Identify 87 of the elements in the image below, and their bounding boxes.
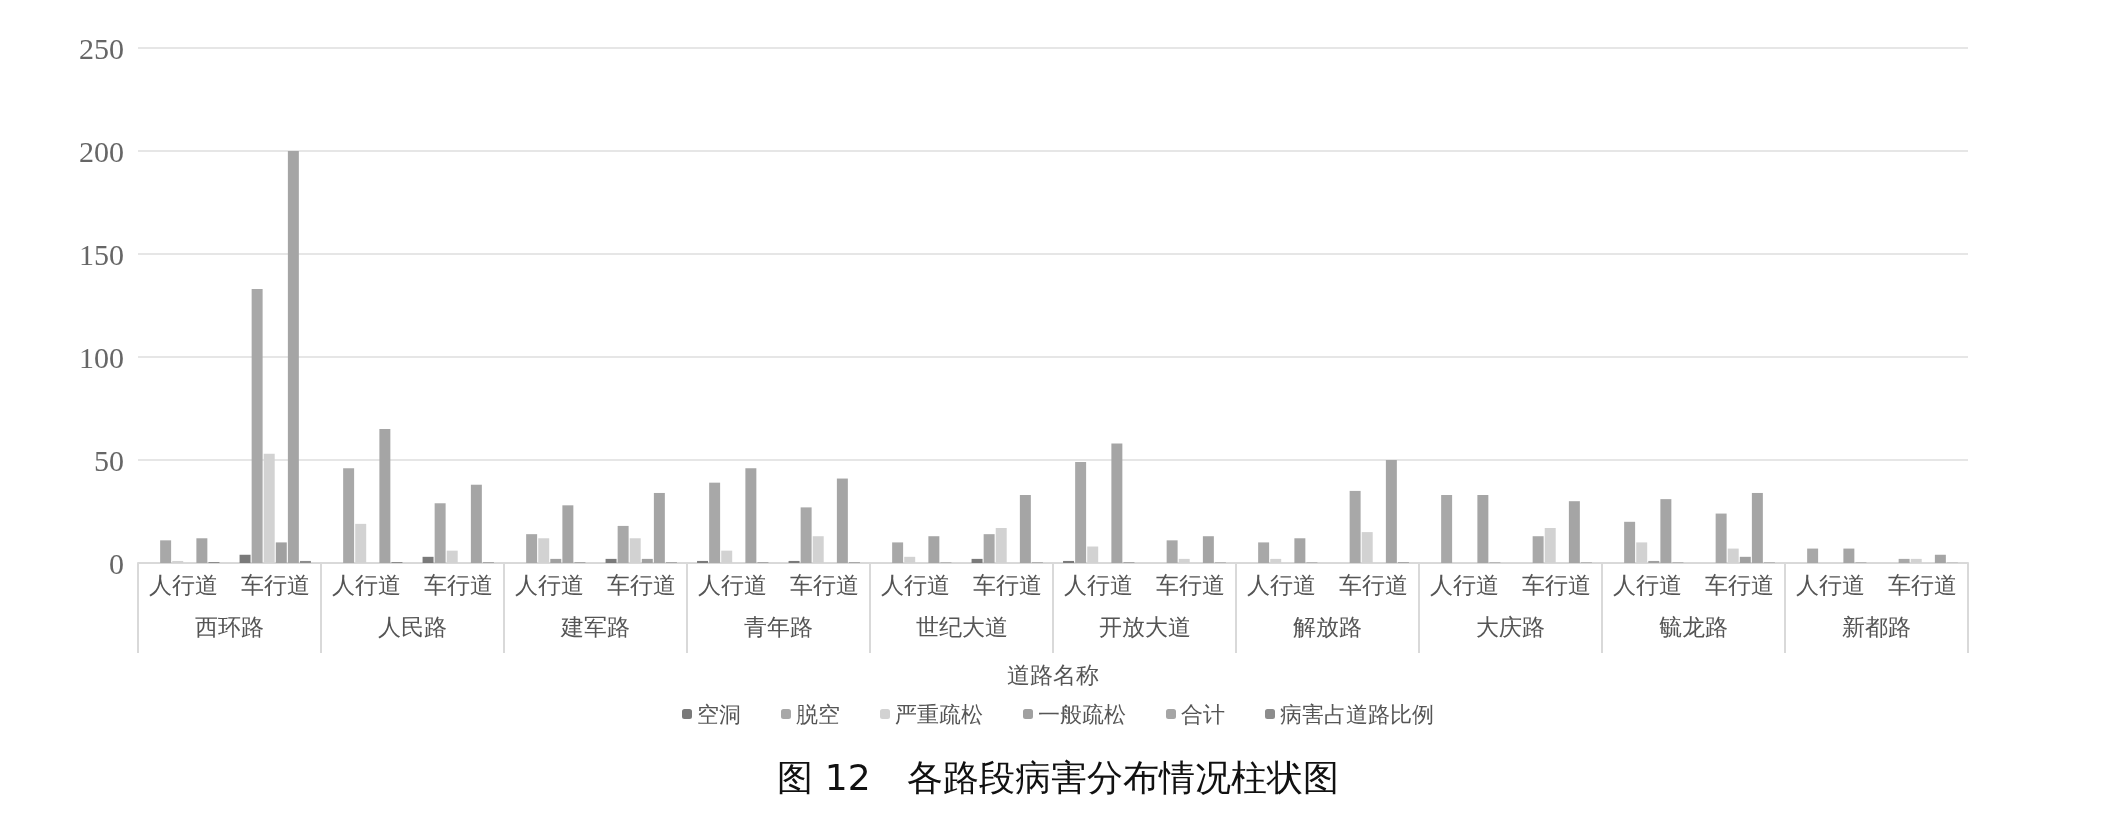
x-tick-label: 人行道	[149, 571, 219, 598]
legend-label: 合计	[1181, 701, 1225, 727]
x-tick-label: 车行道	[1155, 571, 1225, 598]
x-tick-label: 车行道	[423, 571, 493, 598]
y-tick-label: 150	[79, 237, 124, 271]
bar	[1063, 560, 1075, 563]
x-tick-label: 人行道	[881, 571, 951, 598]
bar	[251, 289, 263, 563]
legend-label: 病害占道路比例	[1280, 701, 1434, 727]
x-tick-label: 车行道	[789, 571, 859, 598]
x-tick-label: 人行道	[698, 571, 768, 598]
x-tick-label: 人行道	[515, 571, 585, 598]
bar	[434, 503, 446, 563]
text: 人民路	[378, 613, 447, 640]
x-axis-title: 道路名称	[1007, 661, 1099, 688]
bar	[1258, 542, 1270, 563]
bar	[983, 534, 995, 563]
x-tick-label: 人行道	[1430, 571, 1500, 598]
bar	[788, 560, 800, 563]
bar	[605, 558, 617, 563]
bar	[971, 558, 983, 563]
text: 青年路	[744, 613, 813, 640]
bar	[160, 540, 172, 563]
bar	[836, 478, 848, 563]
bar	[1111, 443, 1123, 563]
bar	[1202, 536, 1214, 563]
bar	[800, 507, 812, 563]
bar	[470, 484, 482, 563]
bar	[239, 554, 251, 563]
bar	[1807, 548, 1819, 563]
bar	[1843, 548, 1855, 563]
text: 世纪大道	[915, 613, 1008, 640]
text: 解放路	[1293, 613, 1362, 640]
x-tick-label: 车行道	[972, 571, 1042, 598]
text: 西环路	[195, 613, 264, 640]
x-tick-label: 车行道	[240, 571, 310, 598]
bar	[709, 482, 721, 563]
legend-label: 空洞	[697, 701, 741, 727]
bar	[1294, 538, 1306, 563]
legend-label: 一般疏松	[1038, 701, 1126, 727]
text: 图 12 各路段病害分布情况柱状图	[777, 756, 1339, 798]
bar	[1075, 462, 1087, 563]
legend-label: 脱空	[796, 701, 840, 727]
bar	[379, 429, 391, 563]
bar	[1624, 521, 1636, 563]
text: 新都路	[1842, 613, 1911, 640]
y-tick-label: 200	[79, 134, 124, 168]
bar	[1715, 513, 1727, 563]
text: 建军路	[560, 613, 630, 640]
bar	[1532, 536, 1544, 563]
bar	[892, 542, 904, 563]
y-tick-label: 0	[109, 546, 124, 580]
x-tick-label: 车行道	[1521, 571, 1591, 598]
y-tick-label: 250	[79, 31, 124, 65]
x-tick-label: 人行道	[1796, 571, 1866, 598]
bar	[1568, 501, 1580, 563]
bar	[526, 534, 538, 563]
y-tick-label: 100	[79, 340, 124, 374]
bar	[1477, 495, 1489, 563]
bar	[1934, 554, 1946, 563]
bar	[928, 536, 940, 563]
bar	[1349, 490, 1361, 563]
y-tick-label: 50	[94, 443, 124, 477]
bar	[697, 560, 709, 563]
text: 大庆路	[1476, 613, 1545, 640]
text: 毓龙路	[1659, 613, 1728, 640]
legend-label: 严重疏松	[895, 701, 983, 727]
bar	[1019, 495, 1031, 563]
x-tick-label: 车行道	[1704, 571, 1774, 598]
x-tick-label: 车行道	[1338, 571, 1408, 598]
bar	[617, 525, 629, 563]
text: 开放大道	[1098, 613, 1191, 640]
x-tick-label: 车行道	[1887, 571, 1957, 598]
x-tick-label: 人行道	[1613, 571, 1683, 598]
bar	[196, 538, 208, 563]
x-tick-label: 人行道	[332, 571, 402, 598]
x-tick-label: 车行道	[606, 571, 676, 598]
bar	[299, 560, 311, 563]
x-tick-label: 人行道	[1064, 571, 1134, 598]
bar	[1441, 495, 1453, 563]
bar	[1898, 558, 1910, 563]
x-tick-label: 人行道	[1247, 571, 1317, 598]
bar	[1166, 540, 1178, 563]
bar	[343, 468, 355, 563]
bar	[745, 468, 757, 563]
bar	[1385, 460, 1397, 563]
bar	[422, 556, 434, 563]
